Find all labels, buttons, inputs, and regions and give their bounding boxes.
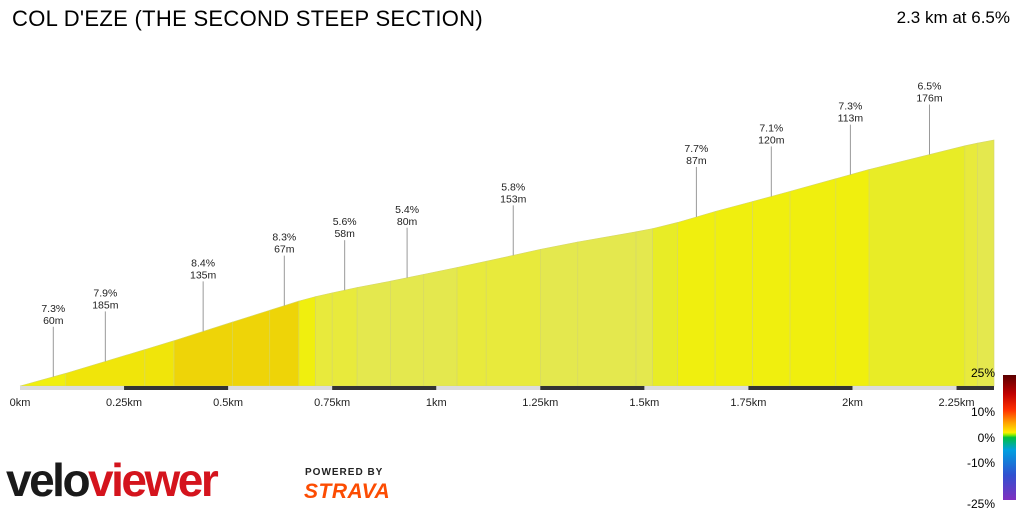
profile-segment xyxy=(714,201,753,387)
logo-part-velo: velo xyxy=(6,454,91,506)
annotation-grade-label: 7.3% xyxy=(838,101,862,113)
legend-label-max: 25% xyxy=(970,366,995,380)
annotation-length-label: 120m xyxy=(758,134,785,146)
profile-segments xyxy=(19,139,995,387)
segment-summary: 2.3 km at 6.5% xyxy=(896,8,1010,27)
annotation-length-label: 153m xyxy=(500,193,527,205)
profile-segment xyxy=(577,231,637,387)
profile-segment xyxy=(231,309,271,387)
baseline-marker xyxy=(124,386,229,390)
powered-by-label: POWERED BY xyxy=(305,467,384,478)
profile-segment xyxy=(144,340,175,387)
profile-segment xyxy=(485,248,541,387)
profile-segment xyxy=(752,190,791,387)
profile-segment xyxy=(390,273,425,387)
x-tick-label: 0.75km xyxy=(314,397,350,409)
profile-segment xyxy=(315,292,333,387)
x-tick-label: 2.25km xyxy=(938,397,974,409)
annotation-length-label: 176m xyxy=(916,93,943,105)
annotation-length-label: 60m xyxy=(43,315,64,327)
profile-segment xyxy=(789,178,837,387)
baseline-marker xyxy=(540,386,645,390)
annotation-length-label: 80m xyxy=(397,216,418,228)
x-tick-label: 1km xyxy=(426,397,447,409)
annotation-grade-label: 8.3% xyxy=(272,232,296,244)
annotation-grade-label: 5.4% xyxy=(395,204,419,216)
profile-segment xyxy=(298,296,316,387)
annotation-grade-label: 5.6% xyxy=(333,216,357,228)
x-tick-label: 0.25km xyxy=(106,397,142,409)
profile-segment xyxy=(539,241,579,387)
page-title: COL D'EZE (THE SECOND STEEP SECTION) xyxy=(12,6,483,31)
strava-logo[interactable]: STRAVA xyxy=(304,480,391,503)
annotation-length-label: 185m xyxy=(92,299,119,311)
x-tick-label: 1.75km xyxy=(730,397,766,409)
legend-label-zero: 0% xyxy=(977,431,995,445)
annotation-length-label: 67m xyxy=(274,244,295,256)
annotation-grade-label: 8.4% xyxy=(191,257,215,269)
x-tick-label: 0.5km xyxy=(213,397,243,409)
gradient-legend: 25% 10% 0% -10% -25% xyxy=(966,366,1024,512)
logo-part-viewer: viewer xyxy=(88,454,219,506)
annotation-length-label: 58m xyxy=(334,228,355,240)
profile-segment xyxy=(356,280,391,387)
baseline-marker xyxy=(748,386,853,390)
profile-segment xyxy=(269,300,300,387)
annotation-grade-label: 7.7% xyxy=(684,143,708,155)
annotation-length-label: 87m xyxy=(686,155,707,167)
annotation-grade-label: 5.8% xyxy=(501,181,525,193)
profile-segment xyxy=(964,142,978,387)
x-tick-label: 1.25km xyxy=(522,397,558,409)
annotation-grade-label: 7.3% xyxy=(41,303,65,315)
profile-segment xyxy=(652,222,678,387)
elevation-profile-chart: 7.3%60m7.9%185m8.4%135m8.3%67m5.6%58m5.4… xyxy=(10,81,995,409)
profile-segment xyxy=(456,260,487,387)
annotation-length-label: 135m xyxy=(190,269,217,281)
baseline-marker xyxy=(956,386,994,390)
profile-segment xyxy=(423,267,458,387)
x-axis-ticks: 0km 0.25km 0.5km 0.75km 1km 1.25km 1.5km 1.75km… xyxy=(10,397,975,409)
annotation-grade-label: 7.9% xyxy=(93,287,117,299)
gradient-color-scale xyxy=(1003,375,1016,500)
x-tick-label: 1.5km xyxy=(629,397,659,409)
baseline-strip xyxy=(20,386,994,390)
x-tick-label: 0km xyxy=(10,397,31,409)
x-tick-label: 2km xyxy=(842,397,863,409)
legend-label-high: 10% xyxy=(970,405,995,419)
profile-segment xyxy=(19,372,67,387)
annotation-length-label: 113m xyxy=(838,113,864,125)
profile-segment xyxy=(677,211,716,387)
profile-segment xyxy=(835,169,870,387)
profile-base xyxy=(20,386,994,390)
profile-segment xyxy=(173,321,233,387)
profile-annotations: 7.3%60m7.9%185m8.4%135m8.3%67m5.6%58m5.4… xyxy=(41,81,943,377)
annotation-grade-label: 6.5% xyxy=(918,81,942,93)
veloviewer-branding: veloviewer POWERED BY STRAVA xyxy=(6,452,426,508)
profile-segment xyxy=(977,139,995,387)
baseline-marker xyxy=(332,386,437,390)
annotation-grade-label: 7.1% xyxy=(759,122,783,134)
legend-label-min: -25% xyxy=(966,497,995,511)
veloviewer-logo[interactable]: veloviewer xyxy=(6,452,219,508)
profile-segment xyxy=(868,145,966,387)
profile-segment xyxy=(635,228,653,387)
legend-label-low: -10% xyxy=(966,456,995,470)
profile-segment xyxy=(331,287,358,387)
